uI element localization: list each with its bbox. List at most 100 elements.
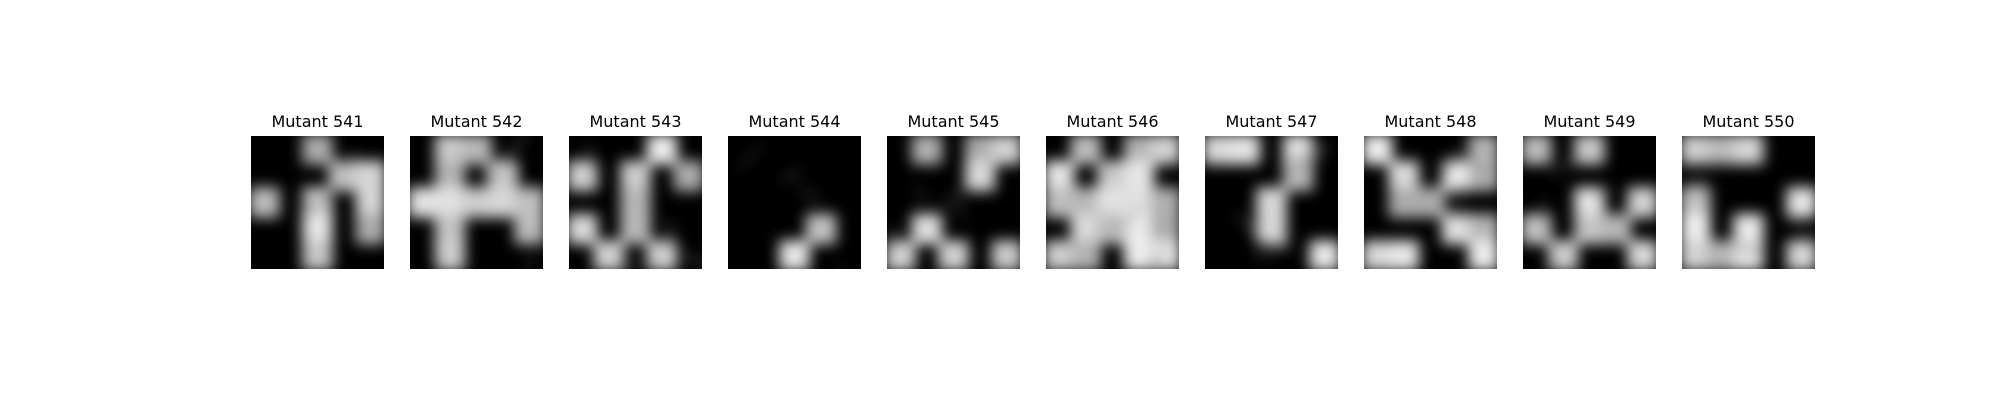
mask-region [569, 213, 598, 245]
mask-region [1123, 213, 1155, 245]
mask-region [593, 240, 625, 269]
mask-region [1523, 213, 1552, 245]
mutant-panel: Mutant 546 [1046, 112, 1179, 270]
mask-region [938, 240, 969, 269]
mask-region [1600, 213, 1632, 245]
mask-region [1097, 187, 1128, 218]
mask-region [355, 213, 384, 245]
mutant-mask-image [569, 136, 702, 269]
mask-region-group [1523, 136, 1656, 269]
cell-streak [1148, 252, 1160, 269]
mutant-mask-image [728, 136, 861, 269]
cell-streak [800, 189, 821, 202]
cell-streak [953, 186, 965, 221]
mask-region [1070, 240, 1102, 269]
mask-region-group [1205, 136, 1338, 269]
cell-streak [1442, 148, 1460, 177]
mask-region [1627, 187, 1656, 218]
mask-region [911, 136, 943, 165]
mask-region [991, 240, 1020, 269]
cell-streak [1457, 151, 1487, 176]
mask-region [1046, 160, 1075, 192]
mask-region [1415, 187, 1446, 218]
mask-region [1441, 160, 1473, 192]
mask-region [1205, 136, 1234, 165]
panel-title: Mutant 547 [1225, 112, 1318, 131]
cell-streak [914, 186, 928, 205]
cell-streak [531, 231, 538, 252]
mask-region [302, 240, 333, 269]
mutant-panel: Mutant 542 [410, 112, 543, 270]
mask-region [1150, 187, 1179, 218]
cell-streak [1682, 177, 1711, 192]
mask-region [302, 136, 333, 165]
mask-region [461, 136, 492, 165]
cell-streak [1590, 191, 1611, 197]
mask-region-group [1682, 136, 1815, 269]
panel-title: Mutant 546 [1066, 112, 1159, 131]
cell-streak [1682, 175, 1715, 194]
mask-region [1574, 213, 1605, 245]
mask-region [1627, 240, 1656, 269]
mask-region [355, 160, 384, 192]
mask-region [514, 187, 543, 218]
mask-region [1123, 136, 1155, 165]
cell-streak [1455, 180, 1463, 222]
mask-region [779, 240, 810, 269]
mask-region [964, 136, 996, 165]
cell-streak [1733, 243, 1761, 253]
mask-region [1523, 136, 1552, 165]
cell-streak [1254, 243, 1292, 260]
mask-region [991, 136, 1020, 165]
mask-region [1682, 136, 1711, 165]
mask-region [1468, 240, 1497, 269]
cell-streak [321, 185, 338, 205]
mask-region [1682, 240, 1711, 269]
cell-streak [479, 166, 491, 188]
cell-streak [628, 255, 639, 269]
mutant-mask-image [1523, 136, 1656, 269]
panel-title: Mutant 543 [589, 112, 682, 131]
cell-streak [1308, 146, 1327, 174]
panel-title: Mutant 545 [907, 112, 1000, 131]
mask-region [1364, 240, 1393, 269]
cell-streak [1089, 159, 1110, 169]
mask-region [461, 187, 492, 218]
mask-region [620, 187, 651, 218]
mask-region [1468, 213, 1497, 245]
mask-region [302, 213, 333, 245]
mask-region [1388, 160, 1420, 192]
mask-region-group [738, 144, 843, 269]
mask-region [673, 160, 702, 192]
mask-region [1070, 213, 1102, 245]
mask-region [1123, 160, 1155, 192]
cell-streak [1793, 221, 1812, 236]
mask-region [964, 160, 996, 192]
mask-region [1706, 136, 1738, 165]
cell-streak [685, 251, 702, 268]
mask-region [1229, 136, 1261, 165]
mutant-panel: Mutant 550 [1682, 112, 1815, 270]
mutant-mask-image [1205, 136, 1338, 269]
mask-region [1150, 213, 1179, 245]
mutant-mask-image [410, 136, 543, 269]
mask-region [355, 187, 384, 218]
mask-region [1574, 136, 1605, 165]
mask-region [1733, 213, 1764, 245]
cell-streak [526, 254, 533, 269]
mutant-panel: Mutant 547 [1205, 112, 1338, 270]
cell-streak [664, 219, 678, 248]
mutant-mask-image [1046, 136, 1179, 269]
mask-region [1256, 187, 1287, 218]
mask-region [1682, 187, 1711, 218]
mutant-mask-image [1682, 136, 1815, 269]
mask-region [487, 187, 519, 218]
mask-region [1309, 240, 1338, 269]
mask-region [434, 136, 466, 165]
cell-streak [1118, 206, 1140, 237]
mask-region [805, 213, 837, 245]
cell-streak [738, 144, 763, 170]
cell-streak [782, 169, 802, 183]
cell-streak [1552, 153, 1579, 178]
